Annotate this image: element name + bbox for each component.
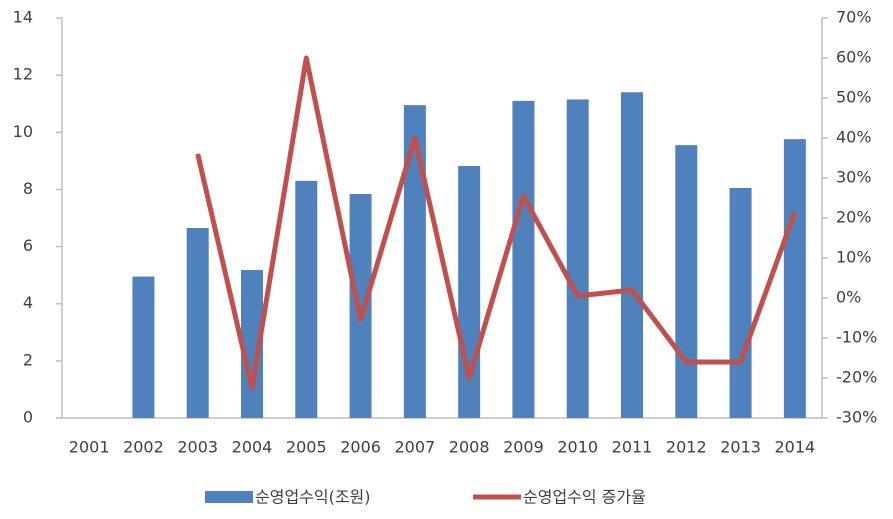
x-tick-label: 2009: [503, 438, 544, 457]
y2-tick-label: -20%: [836, 368, 877, 387]
bar: [132, 276, 155, 418]
y-tick-label: 10: [13, 122, 33, 141]
x-tick-label: 2005: [286, 438, 327, 457]
bar: [783, 139, 806, 418]
legend-label: 순영업수익 증가율: [523, 488, 646, 507]
y-tick-label: 4: [23, 293, 33, 312]
y2-tick-label: 30%: [836, 168, 872, 187]
bar: [675, 145, 698, 418]
x-tick-label: 2002: [123, 438, 164, 457]
x-tick-label: 2003: [177, 438, 218, 457]
legend-swatch: [205, 491, 253, 503]
bar: [241, 270, 263, 418]
legend-label: 순영업수익(조원): [255, 488, 371, 507]
bar: [512, 100, 535, 418]
y2-tick-label: 20%: [836, 208, 872, 227]
bar: [295, 180, 318, 418]
y-tick-label: 8: [23, 179, 33, 198]
y-tick-label: 14: [13, 8, 33, 27]
y2-tick-label: -10%: [836, 328, 877, 347]
bar: [729, 188, 752, 418]
y2-tick-label: 50%: [836, 88, 872, 107]
y-tick-label: 0: [23, 408, 33, 427]
x-tick-label: 2012: [666, 438, 707, 457]
bar: [186, 228, 209, 418]
y2-tick-label: -30%: [836, 408, 877, 427]
bar: [621, 92, 643, 419]
y2-tick-label: 70%: [836, 8, 872, 27]
bar: [403, 105, 426, 419]
x-tick-label: 2014: [774, 438, 815, 457]
bar: [566, 99, 589, 418]
x-tick-label: 2004: [232, 438, 273, 457]
y-tick-label: 6: [23, 236, 33, 255]
line: [195, 55, 798, 391]
x-tick-label: 2008: [449, 438, 490, 457]
y2-tick-label: 60%: [836, 48, 872, 67]
y2-tick-label: 0%: [836, 288, 861, 307]
x-tick-label: 2010: [557, 438, 598, 457]
x-tick-label: 2011: [612, 438, 653, 457]
y-tick-label: 12: [13, 65, 33, 84]
y-tick-label: 2: [23, 350, 33, 369]
x-tick-label: 2013: [720, 438, 761, 457]
x-tick-label: 2001: [69, 438, 110, 457]
bar: [349, 194, 372, 418]
x-tick-label: 2007: [394, 438, 435, 457]
x-tick-label: 2006: [340, 438, 381, 457]
y2-tick-label: 10%: [836, 248, 872, 267]
y2-tick-label: 40%: [836, 128, 872, 147]
